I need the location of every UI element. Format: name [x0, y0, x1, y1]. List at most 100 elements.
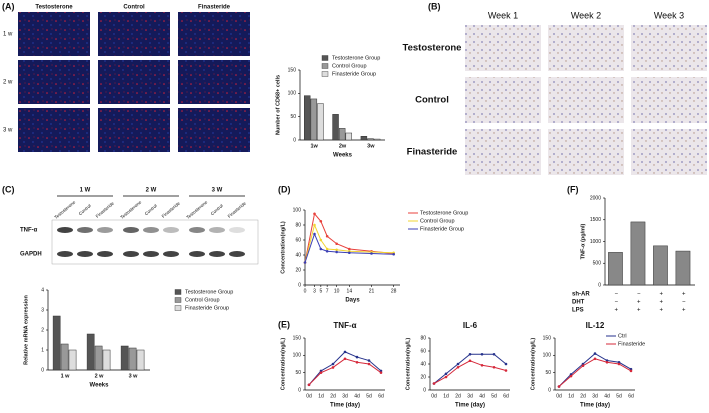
x-tick-label: 2d — [330, 393, 336, 399]
y-tick-label: 0 — [423, 387, 426, 393]
legend-label: Control Group — [332, 63, 367, 69]
gapdh-band — [123, 251, 139, 257]
tnf-band — [123, 227, 139, 233]
y-tick-label: 0 — [293, 137, 296, 143]
y-tick-label: 50 — [545, 370, 551, 376]
legend-label: Testosterone Group — [332, 55, 380, 61]
lane-label: Testosterone — [119, 199, 142, 220]
micrograph — [98, 12, 170, 56]
column-label: Finasteride — [198, 5, 231, 11]
lane-label: Control — [210, 203, 224, 216]
bar — [102, 349, 111, 371]
x-tick-label: 6d — [503, 393, 509, 399]
bar — [360, 136, 368, 141]
point — [444, 372, 448, 376]
point — [335, 250, 338, 254]
treatment-label: DHT — [572, 300, 585, 306]
y-axis-label: Number of CD68+ cells — [275, 75, 281, 135]
y-axis-label: Concentration(ng/L) — [280, 338, 286, 391]
tnf-band — [189, 227, 205, 233]
row-label: 2 w — [3, 80, 13, 86]
point — [492, 352, 496, 356]
y-tick-label: 0 — [548, 387, 551, 393]
y-tick-label: 0 — [298, 387, 301, 393]
group-label: 1 W — [80, 188, 91, 194]
tnf-band — [163, 227, 179, 233]
gapdh-band — [229, 251, 245, 257]
x-tick-label: 14 — [347, 288, 353, 294]
legend-swatch — [321, 63, 329, 69]
point — [331, 366, 335, 369]
gapdh-band — [189, 251, 205, 257]
point — [432, 382, 436, 385]
y-tick-label: 100 — [288, 91, 297, 97]
point — [593, 357, 597, 361]
x-tick-label: 1 w — [61, 373, 71, 379]
series-line — [433, 360, 507, 384]
y-tick-label: 500 — [593, 261, 602, 267]
x-tick-label: 4d — [479, 393, 485, 399]
bar — [310, 98, 318, 141]
band-label: TNF-α — [20, 228, 38, 234]
treatment-sign: + — [682, 308, 686, 314]
point — [456, 365, 460, 369]
histology-image — [548, 25, 624, 71]
y-tick-label: 60 — [295, 237, 301, 243]
histology-image — [465, 77, 541, 123]
row-label: Control — [415, 95, 449, 106]
lane-label: Control — [144, 203, 158, 216]
legend-label: Finasteride Group — [332, 71, 376, 77]
y-tick-label: 3 — [41, 307, 44, 313]
point — [569, 374, 573, 378]
x-tick-label: 0d — [556, 393, 562, 399]
x-tick-label: 21 — [369, 288, 375, 294]
point — [468, 352, 472, 356]
x-axis-label: Weeks — [90, 383, 110, 389]
y-axis-label: Relative mRNA expression — [23, 294, 29, 364]
tnf-band — [229, 227, 245, 233]
y-tick-label: 100 — [543, 353, 552, 359]
x-tick-label: 0d — [306, 393, 312, 399]
group-label: 2 W — [146, 188, 157, 194]
y-tick-label: 20 — [420, 374, 426, 380]
gapdh-band — [97, 251, 113, 257]
point — [319, 247, 323, 251]
point — [557, 385, 561, 388]
row-label: 1 w — [3, 32, 13, 38]
y-tick-label: 0 — [41, 367, 44, 373]
column-label: Week 2 — [571, 10, 601, 20]
treatment-label: sh-AR — [572, 292, 590, 298]
y-axis-label: TNF-α (pg/ml) — [580, 223, 586, 259]
x-tick-label: 2d — [580, 393, 586, 399]
treatment-sign: + — [659, 308, 663, 314]
y-tick-label: 1000 — [590, 239, 601, 245]
lane-label: Testosterone — [53, 199, 76, 220]
panel-label: (F) — [567, 184, 579, 194]
legend-label: Testosterone Group — [185, 289, 233, 295]
gapdh-band — [143, 251, 159, 257]
treatment-sign: − — [637, 292, 641, 298]
series-line — [433, 353, 507, 384]
x-tick-label: 1d — [568, 393, 574, 399]
x-tick-label: 1w — [310, 143, 318, 149]
y-tick-label: 1 — [41, 347, 44, 353]
histology-image — [631, 77, 707, 123]
bar — [608, 252, 623, 286]
x-axis-label: Days — [345, 298, 360, 304]
point — [343, 357, 347, 361]
point — [444, 375, 448, 379]
bar — [52, 315, 61, 371]
legend-swatch — [174, 297, 182, 303]
micrograph — [178, 60, 250, 104]
series-line — [304, 232, 394, 263]
legend-swatch — [174, 305, 182, 311]
histology-image — [548, 77, 624, 123]
micrograph — [178, 12, 250, 56]
legend-swatch — [321, 55, 329, 61]
series-line — [304, 212, 394, 263]
x-axis-label: Time (day) — [330, 403, 360, 409]
x-axis-label: Time (day) — [580, 403, 610, 409]
gapdh-band — [57, 251, 73, 257]
point — [468, 359, 472, 363]
column-label: Testosterone — [35, 5, 73, 11]
